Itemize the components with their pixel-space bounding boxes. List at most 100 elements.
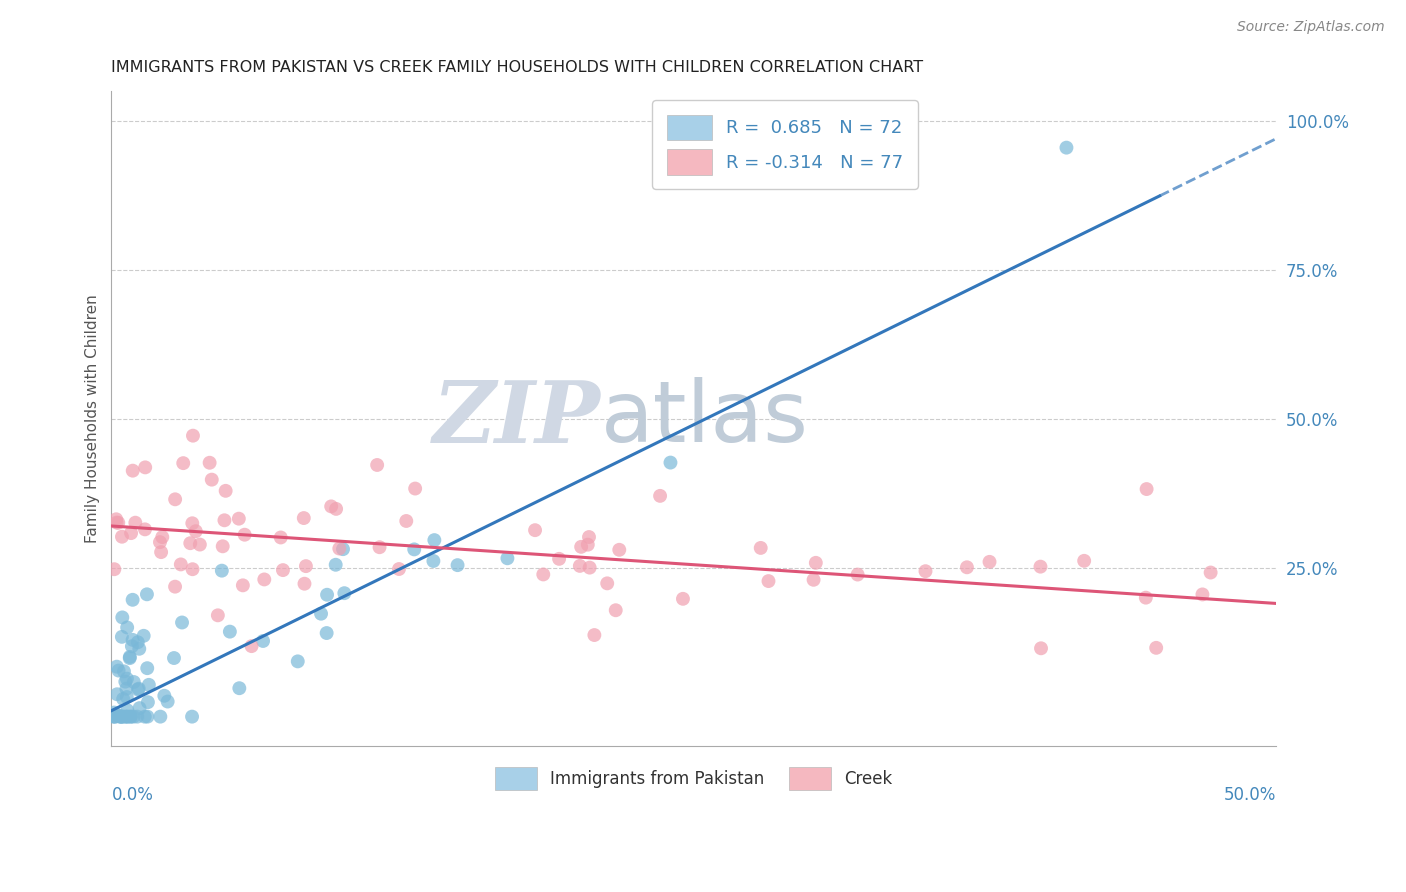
Y-axis label: Family Households with Children: Family Households with Children	[86, 294, 100, 543]
Point	[568, 558, 591, 573]
Point	[524, 523, 547, 537]
Point	[163, 651, 186, 665]
Point	[111, 610, 134, 624]
Legend: Immigrants from Pakistan, Creek: Immigrants from Pakistan, Creek	[488, 760, 900, 797]
Point	[138, 678, 160, 692]
Point	[150, 530, 173, 544]
Point	[114, 674, 136, 689]
Point	[128, 641, 150, 656]
Point	[115, 672, 138, 686]
Point	[672, 591, 695, 606]
Point	[295, 559, 318, 574]
Point	[1029, 559, 1052, 574]
Point	[112, 709, 135, 723]
Point	[605, 603, 627, 617]
Point	[569, 540, 592, 554]
Text: ZIP: ZIP	[433, 377, 600, 460]
Point	[1056, 141, 1078, 155]
Point	[122, 709, 145, 723]
Point	[253, 573, 276, 587]
Point	[578, 530, 600, 544]
Point	[136, 709, 159, 723]
Point	[287, 654, 309, 668]
Point	[198, 456, 221, 470]
Point	[121, 464, 143, 478]
Point	[115, 620, 138, 634]
Point	[309, 607, 332, 621]
Point	[979, 555, 1001, 569]
Point	[214, 483, 236, 498]
Point	[117, 703, 139, 717]
Point	[578, 560, 600, 574]
Point	[531, 567, 554, 582]
Point	[111, 630, 134, 644]
Point	[124, 516, 146, 530]
Point	[328, 541, 350, 556]
Point	[115, 709, 138, 723]
Point	[111, 530, 134, 544]
Point	[446, 558, 468, 573]
Point	[179, 536, 201, 550]
Point	[496, 551, 519, 566]
Point	[648, 489, 671, 503]
Point	[134, 522, 156, 536]
Point	[108, 709, 131, 723]
Point	[111, 709, 134, 723]
Point	[207, 608, 229, 623]
Point	[115, 681, 138, 696]
Point	[846, 567, 869, 582]
Point	[1144, 640, 1167, 655]
Point	[423, 533, 446, 547]
Point	[576, 538, 599, 552]
Point	[105, 516, 128, 530]
Point	[165, 580, 187, 594]
Point	[121, 592, 143, 607]
Point	[333, 586, 356, 600]
Text: Source: ZipAtlas.com: Source: ZipAtlas.com	[1237, 20, 1385, 34]
Point	[136, 695, 159, 709]
Point	[240, 639, 263, 653]
Point	[105, 687, 128, 701]
Point	[368, 540, 391, 554]
Point	[388, 562, 411, 576]
Point	[228, 681, 250, 696]
Point	[596, 576, 619, 591]
Text: 50.0%: 50.0%	[1223, 786, 1277, 804]
Point	[121, 632, 143, 647]
Point	[149, 535, 172, 549]
Point	[1135, 591, 1157, 605]
Point	[422, 554, 444, 568]
Point	[271, 563, 294, 577]
Point	[214, 513, 236, 527]
Point	[292, 511, 315, 525]
Point	[134, 460, 156, 475]
Point	[184, 524, 207, 538]
Point	[165, 492, 187, 507]
Point	[115, 690, 138, 704]
Point	[315, 626, 337, 640]
Text: atlas: atlas	[600, 377, 808, 460]
Point	[181, 516, 204, 531]
Point	[150, 545, 173, 559]
Text: IMMIGRANTS FROM PAKISTAN VS CREEK FAMILY HOUSEHOLDS WITH CHILDREN CORRELATION CH: IMMIGRANTS FROM PAKISTAN VS CREEK FAMILY…	[111, 60, 924, 75]
Point	[107, 516, 129, 530]
Point	[181, 709, 204, 723]
Point	[149, 709, 172, 723]
Point	[127, 682, 149, 697]
Text: 0.0%: 0.0%	[111, 786, 153, 804]
Point	[218, 624, 240, 639]
Point	[181, 562, 204, 576]
Point	[101, 709, 124, 723]
Point	[228, 511, 250, 525]
Point	[758, 574, 780, 588]
Point	[325, 558, 347, 572]
Point	[404, 542, 426, 557]
Point	[128, 681, 150, 696]
Point	[1191, 587, 1213, 601]
Point	[804, 556, 827, 570]
Point	[118, 651, 141, 665]
Point	[127, 709, 149, 723]
Point	[103, 562, 125, 576]
Point	[107, 708, 129, 723]
Point	[121, 639, 143, 653]
